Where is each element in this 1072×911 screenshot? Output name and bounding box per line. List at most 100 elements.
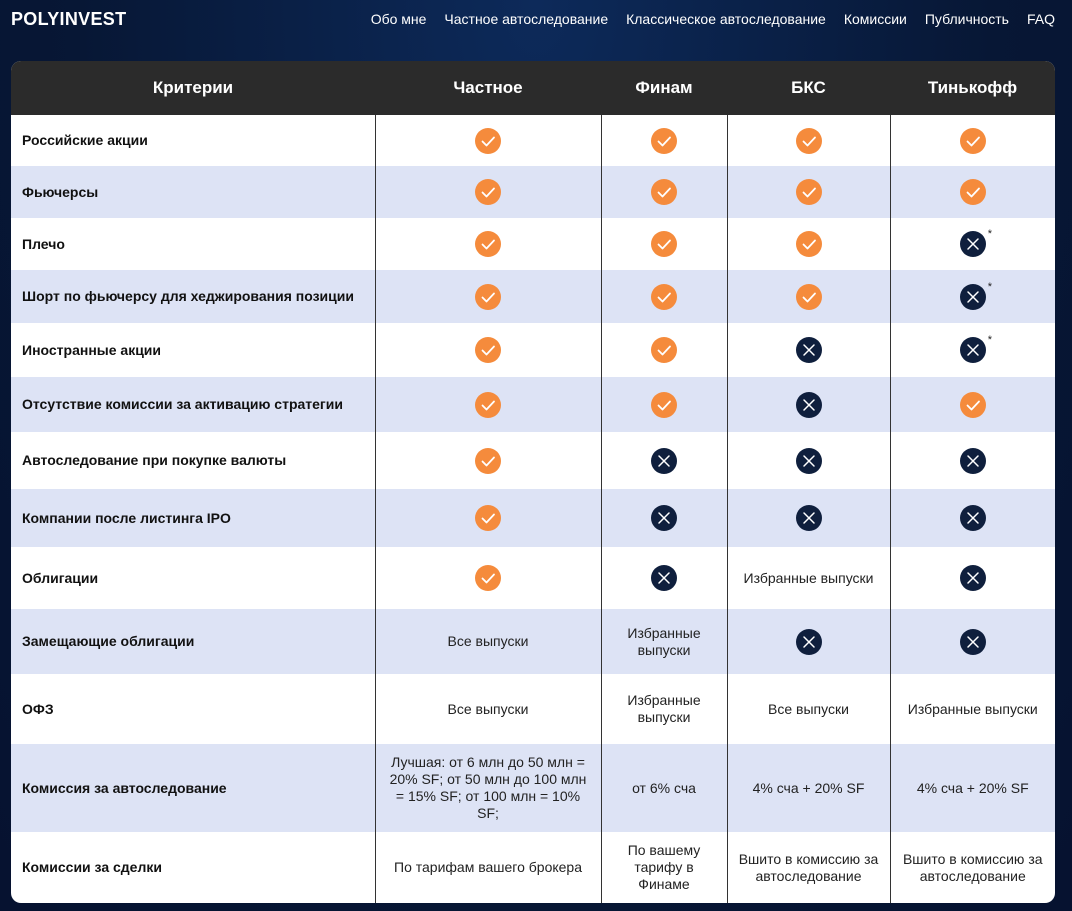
icon bbox=[795, 391, 822, 418]
cell bbox=[600, 547, 727, 609]
cell bbox=[600, 377, 727, 432]
cross-icon bbox=[959, 505, 986, 531]
nav-link[interactable]: Комиссии bbox=[843, 11, 907, 27]
icon bbox=[651, 505, 677, 531]
icon bbox=[651, 447, 677, 474]
nav: Обо мне Частное автоследование Классическо… bbox=[371, 11, 1055, 27]
cell bbox=[600, 432, 727, 489]
icon bbox=[959, 231, 986, 257]
table-row: Отсутствие комиссии за активацию стратег… bbox=[11, 377, 1055, 432]
check-icon bbox=[475, 231, 501, 257]
cross-icon: * bbox=[959, 334, 992, 363]
table-row: Компании после листинга IPO bbox=[11, 489, 1055, 547]
cell bbox=[374, 115, 601, 166]
cell-text: Все выпуски bbox=[374, 674, 601, 744]
table-row: Плечо * bbox=[11, 218, 1055, 270]
cross-icon bbox=[959, 565, 986, 591]
check-icon bbox=[959, 179, 986, 205]
icon bbox=[651, 231, 677, 257]
cross-icon: * bbox=[959, 228, 992, 257]
row-label: Российские акции bbox=[22, 132, 148, 148]
table-row: Автоследование при покупке валюты bbox=[11, 432, 1055, 489]
check-icon bbox=[475, 505, 501, 531]
cell bbox=[726, 166, 890, 218]
cell-text: Все выпуски bbox=[726, 674, 890, 744]
check-icon bbox=[795, 127, 822, 154]
table-row: Шорт по фьючерсу для хеджирования позици… bbox=[11, 270, 1055, 323]
cell: * bbox=[889, 323, 1055, 377]
check-icon bbox=[475, 391, 501, 418]
cell bbox=[600, 323, 727, 377]
cell bbox=[374, 489, 601, 547]
cell bbox=[726, 270, 890, 323]
cross-icon bbox=[959, 447, 986, 474]
icon bbox=[795, 447, 822, 474]
icon bbox=[475, 505, 501, 531]
check-icon bbox=[475, 447, 501, 474]
check-icon bbox=[475, 179, 501, 205]
cell-text: от 6% сча bbox=[600, 744, 727, 832]
icon bbox=[795, 283, 822, 310]
icon bbox=[475, 337, 501, 363]
cell-text: 4% сча + 20% SF bbox=[889, 744, 1055, 832]
cross-icon bbox=[795, 505, 822, 531]
icon bbox=[475, 447, 501, 474]
cell: * bbox=[889, 218, 1055, 270]
cell bbox=[374, 166, 601, 218]
column-header: Финам bbox=[601, 61, 727, 115]
check-icon bbox=[795, 231, 822, 257]
footnote-mark: * bbox=[987, 280, 993, 293]
check-icon bbox=[475, 565, 501, 591]
check-icon bbox=[795, 179, 822, 205]
icon bbox=[959, 179, 986, 205]
check-icon bbox=[651, 283, 677, 310]
logo[interactable]: POLYINVEST bbox=[11, 9, 127, 29]
cell bbox=[726, 377, 890, 432]
table-row: Комиссия за автоследование Лучшая: от 6 м… bbox=[11, 744, 1055, 832]
check-icon bbox=[651, 391, 677, 418]
cell bbox=[600, 218, 727, 270]
icon bbox=[475, 565, 501, 591]
icon bbox=[959, 505, 986, 531]
check-icon bbox=[475, 283, 501, 310]
nav-link[interactable]: Классическое автоследование bbox=[626, 11, 826, 27]
row-label: Фьючерсы bbox=[11, 166, 375, 218]
icon bbox=[959, 127, 986, 154]
cell bbox=[726, 218, 890, 270]
column-header: Тинькофф bbox=[890, 61, 1055, 115]
cell bbox=[726, 323, 890, 377]
check-icon bbox=[651, 127, 677, 154]
table-body: Российские акции Фьючерсы Плечо * Шорт по фь… bbox=[11, 115, 1055, 903]
cell bbox=[889, 547, 1055, 609]
nav-link[interactable]: FAQ bbox=[1026, 11, 1055, 27]
cell-text: Вшито в комиссию за автоследование bbox=[889, 832, 1055, 903]
table-row: Замещающие облигации Все выпуски Избранные… bbox=[11, 609, 1055, 674]
cross-icon bbox=[959, 628, 986, 655]
icon bbox=[959, 447, 986, 474]
cross-icon: * bbox=[959, 281, 992, 310]
row-label: Плечо bbox=[22, 235, 65, 252]
row-label: Шорт по фьючерсу для хеджирования позици… bbox=[11, 270, 375, 323]
nav-link[interactable]: Частное автоследование bbox=[444, 11, 609, 27]
icon bbox=[795, 231, 822, 257]
icon bbox=[795, 628, 822, 655]
cell bbox=[374, 218, 601, 270]
cell-text: Лучшая: от 6 млн до 50 млн = 20% SF; от … bbox=[374, 744, 601, 832]
cell bbox=[600, 115, 727, 166]
nav-link[interactable]: Обо мне bbox=[370, 11, 427, 27]
check-icon bbox=[475, 127, 501, 154]
row-label: Замещающие облигации bbox=[11, 609, 375, 674]
row-label: Облигации bbox=[22, 569, 99, 586]
cross-icon bbox=[651, 505, 677, 531]
cell bbox=[726, 432, 890, 489]
nav-link[interactable]: Публичность bbox=[924, 11, 1009, 27]
cross-icon bbox=[651, 447, 677, 474]
icon bbox=[475, 283, 501, 310]
check-icon bbox=[651, 179, 677, 205]
icon bbox=[959, 391, 986, 418]
cell bbox=[374, 432, 601, 489]
column-header: БКС bbox=[727, 61, 890, 115]
cell-text: Все выпуски bbox=[374, 609, 601, 674]
table-row: Российские акции bbox=[11, 115, 1055, 166]
